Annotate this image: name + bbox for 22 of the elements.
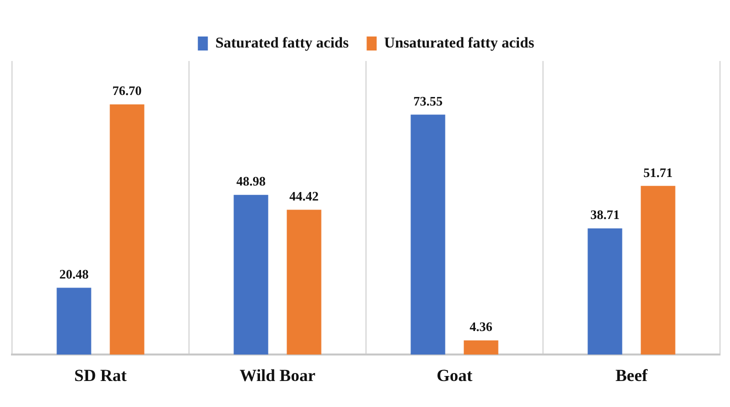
data-label: 73.55	[413, 94, 444, 109]
legend-label: Saturated fatty acids	[215, 35, 349, 52]
bar	[234, 194, 268, 355]
x-tick-label: SD Rat	[74, 366, 128, 386]
data-label: 51.71	[643, 164, 673, 180]
legend-label: Unsaturated fatty acids	[384, 35, 534, 52]
bar	[410, 114, 446, 355]
x-tick-label: Beef	[615, 366, 648, 386]
data-label: 44.42	[289, 188, 319, 204]
data-label: 48.98	[236, 174, 266, 189]
bar	[110, 104, 144, 355]
x-tick-label: Wild Boar	[240, 366, 316, 386]
data-label: 20.48	[59, 266, 90, 282]
bar	[588, 228, 622, 355]
bar	[464, 340, 498, 355]
data-label: 4.36	[470, 319, 493, 334]
data-label: 38.71	[590, 207, 620, 222]
bar	[640, 186, 676, 355]
x-tick-label: Goat	[436, 366, 473, 386]
bar	[286, 210, 322, 355]
data-label: 76.70	[112, 83, 142, 98]
bar	[56, 288, 92, 355]
